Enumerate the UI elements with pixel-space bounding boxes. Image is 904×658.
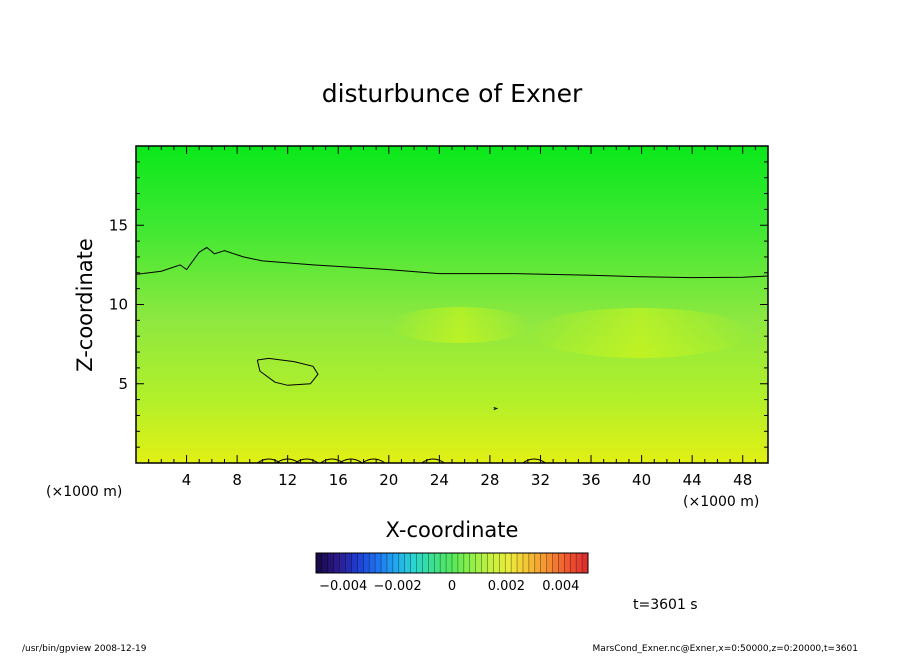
colorbar-tick-label: 0 [448, 579, 456, 594]
colorbar-swatch [570, 553, 577, 573]
colorbar-swatch [511, 553, 518, 573]
colorbar-tick-label: −0.004 [319, 579, 367, 594]
colorbar-tick-label: 0.002 [488, 579, 525, 594]
time-annotation: t=3601 s [633, 597, 698, 613]
contour-lines [135, 246, 769, 464]
x-axis-label: X-coordinate [386, 518, 519, 542]
x-tick-label: 4 [182, 471, 192, 489]
colorbar-swatch [582, 553, 589, 573]
contour-line [522, 458, 546, 464]
colorbar-swatch [452, 553, 459, 573]
footer-right: MarsCond_Exner.nc@Exner,x=0:50000,z=0:20… [593, 644, 858, 654]
colorbar-swatch [416, 553, 423, 573]
colorbar-swatch [469, 553, 476, 573]
colorbar-swatch [463, 553, 470, 573]
colorbar-frame [315, 552, 589, 574]
colorbar-swatch [339, 553, 346, 573]
colorbar-swatch [517, 553, 524, 573]
colorbar-swatch [345, 553, 352, 573]
colorbar-swatch [375, 553, 382, 573]
colorbar-swatch [434, 553, 441, 573]
colorbar-swatch [398, 553, 405, 573]
colorbar-swatch [381, 553, 388, 573]
colorbar: −0.004 −0.002 0 0.002 0.004 [315, 552, 589, 594]
field-band-yellow [530, 308, 750, 358]
colorbar-swatch [487, 553, 494, 573]
x-tick-label: 16 [329, 471, 348, 489]
footer-left: /usr/bin/gpview 2008-12-19 [22, 644, 147, 654]
x-tick-label: 28 [480, 471, 499, 489]
colorbar-swatch [357, 553, 364, 573]
colorbar-swatch [404, 553, 411, 573]
plot-area [135, 145, 769, 464]
contour-line [135, 246, 769, 279]
y-axis-label: Z-coordinate [73, 238, 97, 372]
y-tick-label: 15 [109, 216, 128, 234]
contour-line [294, 458, 319, 464]
y-tick-label: 5 [118, 375, 128, 393]
colorbar-swatch [505, 553, 512, 573]
colorbar-swatch [392, 553, 399, 573]
contour-line [493, 407, 499, 410]
contour-line [361, 458, 386, 464]
colorbar-swatch [493, 553, 500, 573]
colorbar-swatch [522, 553, 530, 573]
colorbar-swatch [528, 553, 535, 573]
colorbar-tick-label: −0.002 [374, 579, 422, 594]
x-tick-label: 48 [733, 471, 752, 489]
field-fill [136, 146, 768, 463]
x-unit-right: (×1000 m) [683, 494, 759, 510]
colorbar-swatch [363, 553, 370, 573]
y-axis: 5 10 15 [109, 161, 768, 448]
colorbar-swatch [564, 553, 571, 573]
colorbar-swatch [481, 553, 488, 573]
colorbar-swatch [386, 553, 394, 573]
x-tick-label: 36 [581, 471, 600, 489]
x-tick-label: 40 [632, 471, 651, 489]
colorbar-swatch [321, 553, 329, 573]
x-axis: 4 8 12 16 20 24 28 32 36 40 44 48 [148, 146, 756, 489]
colorbar-swatch [351, 553, 358, 573]
x-tick-label: 12 [278, 471, 297, 489]
contour-line [421, 458, 445, 464]
x-unit-left: (×1000 m) [46, 484, 122, 500]
colorbar-tick-label: 0.004 [542, 579, 579, 594]
colorbar-swatch [475, 553, 482, 573]
x-tick-label: 8 [232, 471, 242, 489]
x-tick-label: 44 [683, 471, 702, 489]
colorbar-swatch [422, 553, 429, 573]
colorbar-swatch [369, 553, 376, 573]
colorbar-swatch [457, 553, 465, 573]
colorbar-swatch [552, 553, 559, 573]
colorbar-swatch [428, 553, 435, 573]
colorbar-swatch [534, 553, 541, 573]
x-tick-label: 32 [531, 471, 550, 489]
colorbar-swatch [410, 553, 417, 573]
colorbar-swatch [558, 553, 565, 573]
colorbar-swatch [440, 553, 447, 573]
colorbar-swatch [546, 553, 553, 573]
colorbar-swatch [499, 553, 506, 573]
contour-line [256, 357, 319, 386]
x-tick-label: 20 [379, 471, 398, 489]
x-tick-label: 24 [430, 471, 449, 489]
colorbar-swatch [540, 553, 547, 573]
colorbar-swatch [446, 553, 453, 573]
colorbar-swatch [576, 553, 583, 573]
colorbar-swatch [327, 553, 334, 573]
chart-title: disturbunce of Exner [322, 79, 583, 108]
y-tick-label: 10 [109, 296, 128, 314]
colorbar-swatch [333, 553, 340, 573]
field-band-yellow [390, 307, 530, 343]
colorbar-swatch [316, 553, 323, 573]
